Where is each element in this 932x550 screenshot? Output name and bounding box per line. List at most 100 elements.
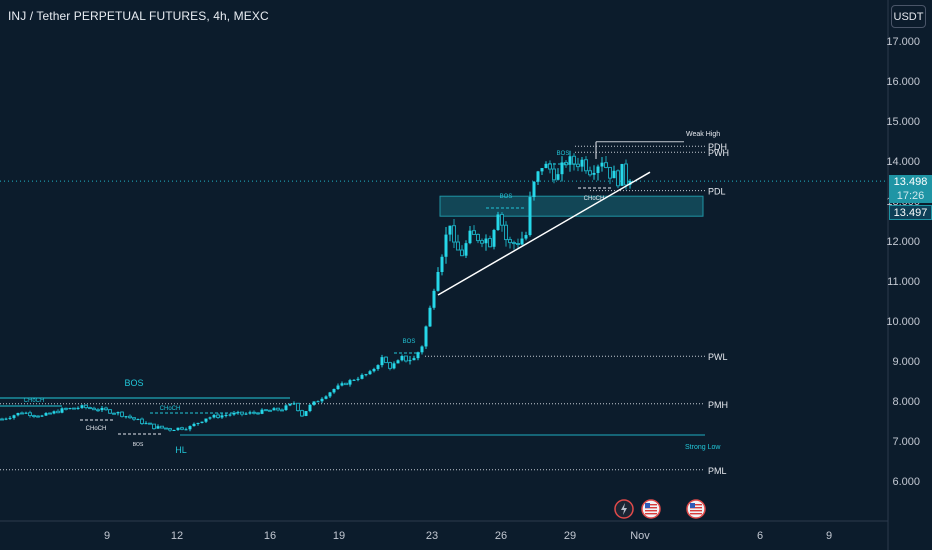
candle (540, 168, 544, 172)
candle (392, 363, 396, 369)
x-tick-label: 6 (757, 530, 763, 542)
x-tick-label: 23 (426, 530, 438, 542)
candle (496, 214, 500, 231)
candle (296, 402, 300, 412)
candle (572, 155, 576, 165)
candle (224, 414, 228, 416)
candle (556, 174, 560, 180)
candle (420, 346, 424, 353)
candle (456, 241, 460, 251)
candle (384, 356, 388, 364)
structure-label: BOS (124, 378, 143, 388)
candle (332, 389, 336, 393)
candle (40, 415, 44, 417)
y-tick-label: 14.000 (886, 156, 920, 168)
y-tick-label: 8.000 (892, 396, 920, 408)
candle (336, 385, 340, 390)
candle (404, 355, 408, 362)
level-label: PDH (708, 142, 727, 152)
us-flag-icon (686, 499, 706, 519)
candle (148, 422, 152, 425)
candle (584, 159, 588, 172)
candle (292, 403, 296, 405)
candle (380, 357, 384, 366)
candle (592, 172, 596, 175)
order-block-zone (439, 195, 704, 217)
candle (180, 427, 184, 430)
candle (316, 401, 320, 403)
candle (32, 415, 36, 418)
x-tick-label: 16 (264, 530, 276, 542)
candle (44, 413, 48, 416)
candle (596, 166, 600, 173)
candle (512, 242, 516, 245)
candle (524, 235, 528, 239)
candle (372, 368, 376, 372)
candle (216, 414, 220, 418)
candle (168, 428, 172, 431)
candle (320, 398, 324, 402)
candle (500, 213, 504, 226)
candle (36, 415, 40, 418)
y-tick-label: 12.000 (886, 236, 920, 248)
candle (184, 429, 188, 431)
candle (304, 411, 308, 416)
candle (140, 418, 144, 425)
candle (80, 405, 84, 408)
candle (0, 418, 4, 421)
candle (492, 230, 496, 247)
x-tick-label: Nov (630, 530, 650, 542)
candle (52, 411, 56, 414)
candle (20, 412, 24, 415)
candle (408, 360, 412, 362)
candle (72, 407, 76, 410)
candle (364, 374, 368, 376)
x-tick-label: 29 (564, 530, 576, 542)
candle (368, 371, 372, 375)
level-label: Weak High (686, 131, 720, 138)
candle (300, 410, 304, 417)
candle (8, 417, 12, 419)
candle (440, 256, 444, 272)
candle (324, 396, 328, 399)
candle (244, 413, 248, 415)
y-tick-label: 11.000 (887, 276, 920, 288)
candle (600, 162, 604, 167)
candle (240, 411, 244, 415)
candle (468, 230, 472, 244)
level-label: PWH (708, 148, 729, 158)
candle (396, 360, 400, 364)
y-tick-label: 6.000 (892, 476, 920, 488)
candle (16, 412, 20, 416)
level-label: PWL (708, 352, 728, 362)
candle (60, 408, 64, 413)
candle (200, 421, 204, 423)
candle (400, 356, 404, 361)
candle (104, 407, 108, 411)
candle (228, 414, 232, 416)
trendline (437, 171, 651, 296)
candle (328, 392, 332, 397)
candle (528, 197, 532, 236)
x-tick-label: 9 (826, 530, 832, 542)
candle (356, 378, 360, 380)
candle (196, 422, 200, 424)
candle (348, 380, 352, 385)
candle (472, 230, 476, 235)
candle (188, 426, 192, 430)
candle (568, 156, 572, 165)
currency-button[interactable]: USDT (891, 5, 926, 28)
alt-price-badge: 13.497 (889, 205, 932, 220)
structure-label: BOS (133, 442, 144, 448)
candle (620, 163, 624, 186)
candle (476, 233, 480, 242)
candle (220, 415, 224, 418)
candle (24, 412, 28, 414)
candle (376, 365, 380, 369)
candle (488, 238, 492, 248)
chart-title: INJ / Tether PERPETUAL FUTURES, 4h, MEXC (8, 9, 269, 23)
candle (616, 170, 620, 187)
candle (412, 358, 416, 361)
candle (128, 415, 132, 419)
